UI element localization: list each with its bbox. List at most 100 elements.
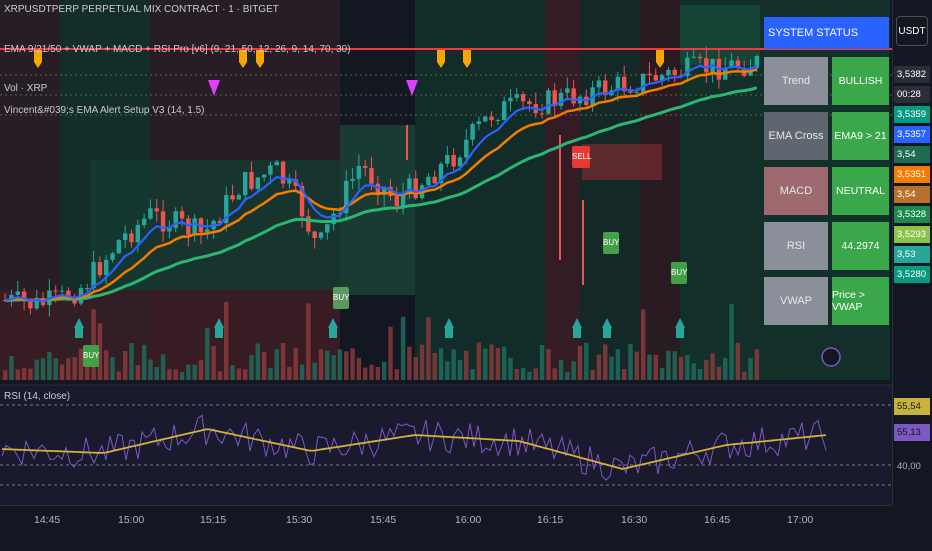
candle (754, 55, 760, 68)
volume-bar (217, 371, 223, 380)
volume-bar (571, 361, 576, 380)
candle (104, 259, 109, 276)
candle (242, 171, 248, 196)
volume-bar (72, 357, 77, 380)
candle (596, 80, 602, 88)
volume-bar (28, 368, 33, 380)
up-stem-5 (603, 328, 611, 338)
candle (615, 76, 621, 91)
rsi-pane (0, 404, 892, 486)
signal-markers (34, 50, 841, 367)
volume-bar (489, 344, 494, 380)
up-stem-2 (329, 328, 337, 338)
up-triangle-6 (675, 318, 685, 328)
volume-bar (388, 326, 393, 380)
candle (306, 216, 311, 232)
volume-bar (552, 368, 557, 380)
volume-bar (116, 371, 122, 380)
candle (236, 195, 242, 200)
candle (508, 97, 513, 102)
rsi-tag-1: 55,13 (894, 424, 930, 441)
candle (274, 161, 279, 166)
volume-bar (369, 364, 374, 380)
volume-bar (362, 367, 368, 380)
time-axis[interactable] (0, 505, 892, 551)
candle (685, 57, 690, 77)
alert-legend[interactable]: Vincent&#039;s EMA Alert Setup V3 (14, 1… (4, 105, 205, 116)
volume-bar (9, 356, 14, 380)
candle (2, 300, 8, 301)
candle (28, 301, 33, 309)
candle (659, 75, 665, 81)
candle (565, 88, 570, 93)
candle (261, 174, 267, 178)
volume-bar (432, 352, 437, 380)
volume-bar (533, 368, 538, 380)
candle (268, 165, 273, 175)
volume-bar (647, 354, 652, 380)
volume-bar (691, 363, 696, 380)
volume-bar (129, 343, 134, 380)
volume-bar (577, 345, 583, 380)
candle (249, 171, 254, 189)
candle (704, 58, 709, 73)
time-label-7: 16:30 (621, 514, 648, 526)
up-triangle-4 (572, 318, 582, 328)
volume-bar (470, 369, 475, 380)
rsi-legend[interactable]: RSI (14, close) (4, 391, 71, 402)
orange-marker-1 (239, 50, 247, 68)
volume-legend[interactable]: Vol · XRP (4, 83, 48, 94)
candle (375, 183, 381, 196)
candle (381, 186, 387, 196)
volume-bar (741, 371, 747, 380)
volume-bar (400, 316, 406, 380)
candle (66, 290, 71, 300)
status-value-4: Price > VWAP (832, 277, 889, 325)
volume-bar (141, 344, 147, 380)
volume-bar (173, 369, 178, 380)
candle (388, 186, 393, 197)
volume-bar (501, 346, 507, 380)
volume-bar (539, 344, 545, 380)
candle (344, 180, 349, 214)
volume-bar (710, 353, 715, 380)
price-tag-9: 3,53 (894, 246, 930, 263)
volume-bar (255, 343, 261, 380)
volume-bar (685, 355, 690, 380)
candle (653, 75, 658, 81)
volume-bar (634, 351, 640, 380)
candle (122, 233, 128, 241)
up-triangle-1 (214, 318, 224, 328)
price-tag-7: 3,5328 (894, 206, 930, 223)
volume-bar (419, 344, 425, 380)
ema50-line (5, 86, 758, 302)
candle (9, 294, 14, 301)
time-label-4: 15:45 (370, 514, 397, 526)
candle (571, 88, 576, 104)
candle (457, 157, 463, 167)
orange-marker-3 (437, 50, 445, 68)
symbol-legend[interactable]: XRPUSDTPERP PERPETUAL MIX CONTRACT · 1 ·… (4, 4, 279, 15)
volume-bar (678, 356, 684, 380)
volume-bar (527, 371, 532, 380)
candle (666, 69, 671, 76)
indicator-legend[interactable]: EMA 9/21/50 + VWAP + MACD + RSI Pro [v6]… (4, 44, 351, 55)
zone-6 (545, 0, 580, 380)
volume-bar (224, 302, 229, 380)
price-tag-5: 3,5351 (894, 166, 930, 183)
currency-button[interactable]: USDT (896, 16, 928, 46)
candle (476, 121, 482, 125)
volume-bar (306, 303, 311, 380)
time-label-8: 16:45 (704, 514, 731, 526)
volume-bar (287, 366, 292, 380)
volume-bar (716, 366, 722, 380)
volume-bar (261, 352, 267, 380)
volume-bar (205, 327, 210, 380)
candle (186, 218, 191, 235)
candle (483, 116, 488, 122)
volume-bar (457, 360, 463, 380)
volume-bar (558, 360, 564, 380)
volume-bar (337, 349, 343, 380)
volume-bar (609, 356, 614, 380)
volume-bar (748, 357, 753, 380)
